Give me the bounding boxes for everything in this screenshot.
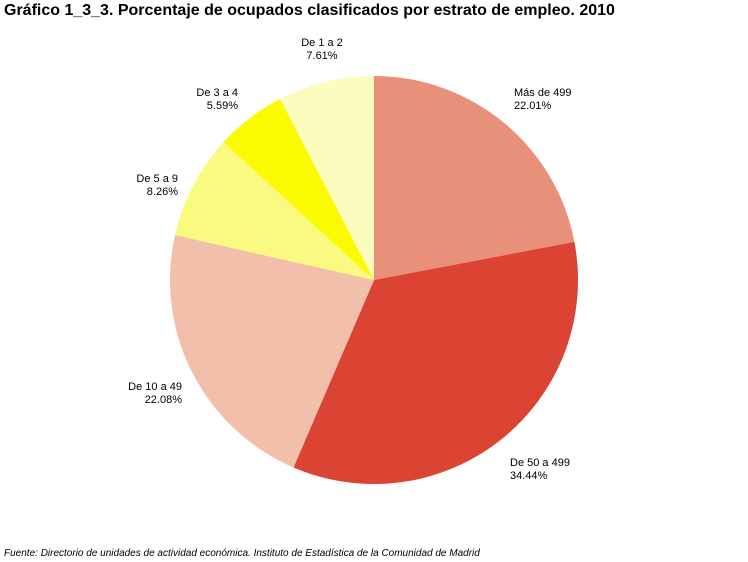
slice-value-label: 8.26% [147,186,178,198]
pie-slice-m-s-de-499 [374,76,575,280]
source-note: Fuente: Directorio de unidades de activi… [4,548,480,559]
pie-slice-de-3-a-4 [223,98,374,280]
slice-value-label: 34.44% [510,470,548,482]
slice-value-label: 22.01% [514,100,552,112]
slice-label: De 5 a 9 [136,173,178,185]
slice-label: De 50 a 499 [510,457,570,469]
pie-slice-de-50-a-499 [293,241,579,485]
pie-slices [170,75,579,485]
slice-label: Más de 499 [514,87,571,99]
slice-label: De 10 a 49 [128,381,182,393]
chart-title: Gráfico 1_3_3. Porcentaje de ocupados cl… [4,2,615,19]
slice-label: De 3 a 4 [196,87,238,99]
slice-value-label: 22.08% [145,394,183,406]
slice-label: De 1 a 2 [301,37,343,49]
pie-slice-de-5-a-9 [175,142,374,280]
pie-slice-de-1-a-2 [280,75,374,280]
slice-value-label: 5.59% [207,100,238,112]
pie-slice-de-10-a-49 [170,235,374,468]
slice-value-label: 7.61% [306,50,337,62]
